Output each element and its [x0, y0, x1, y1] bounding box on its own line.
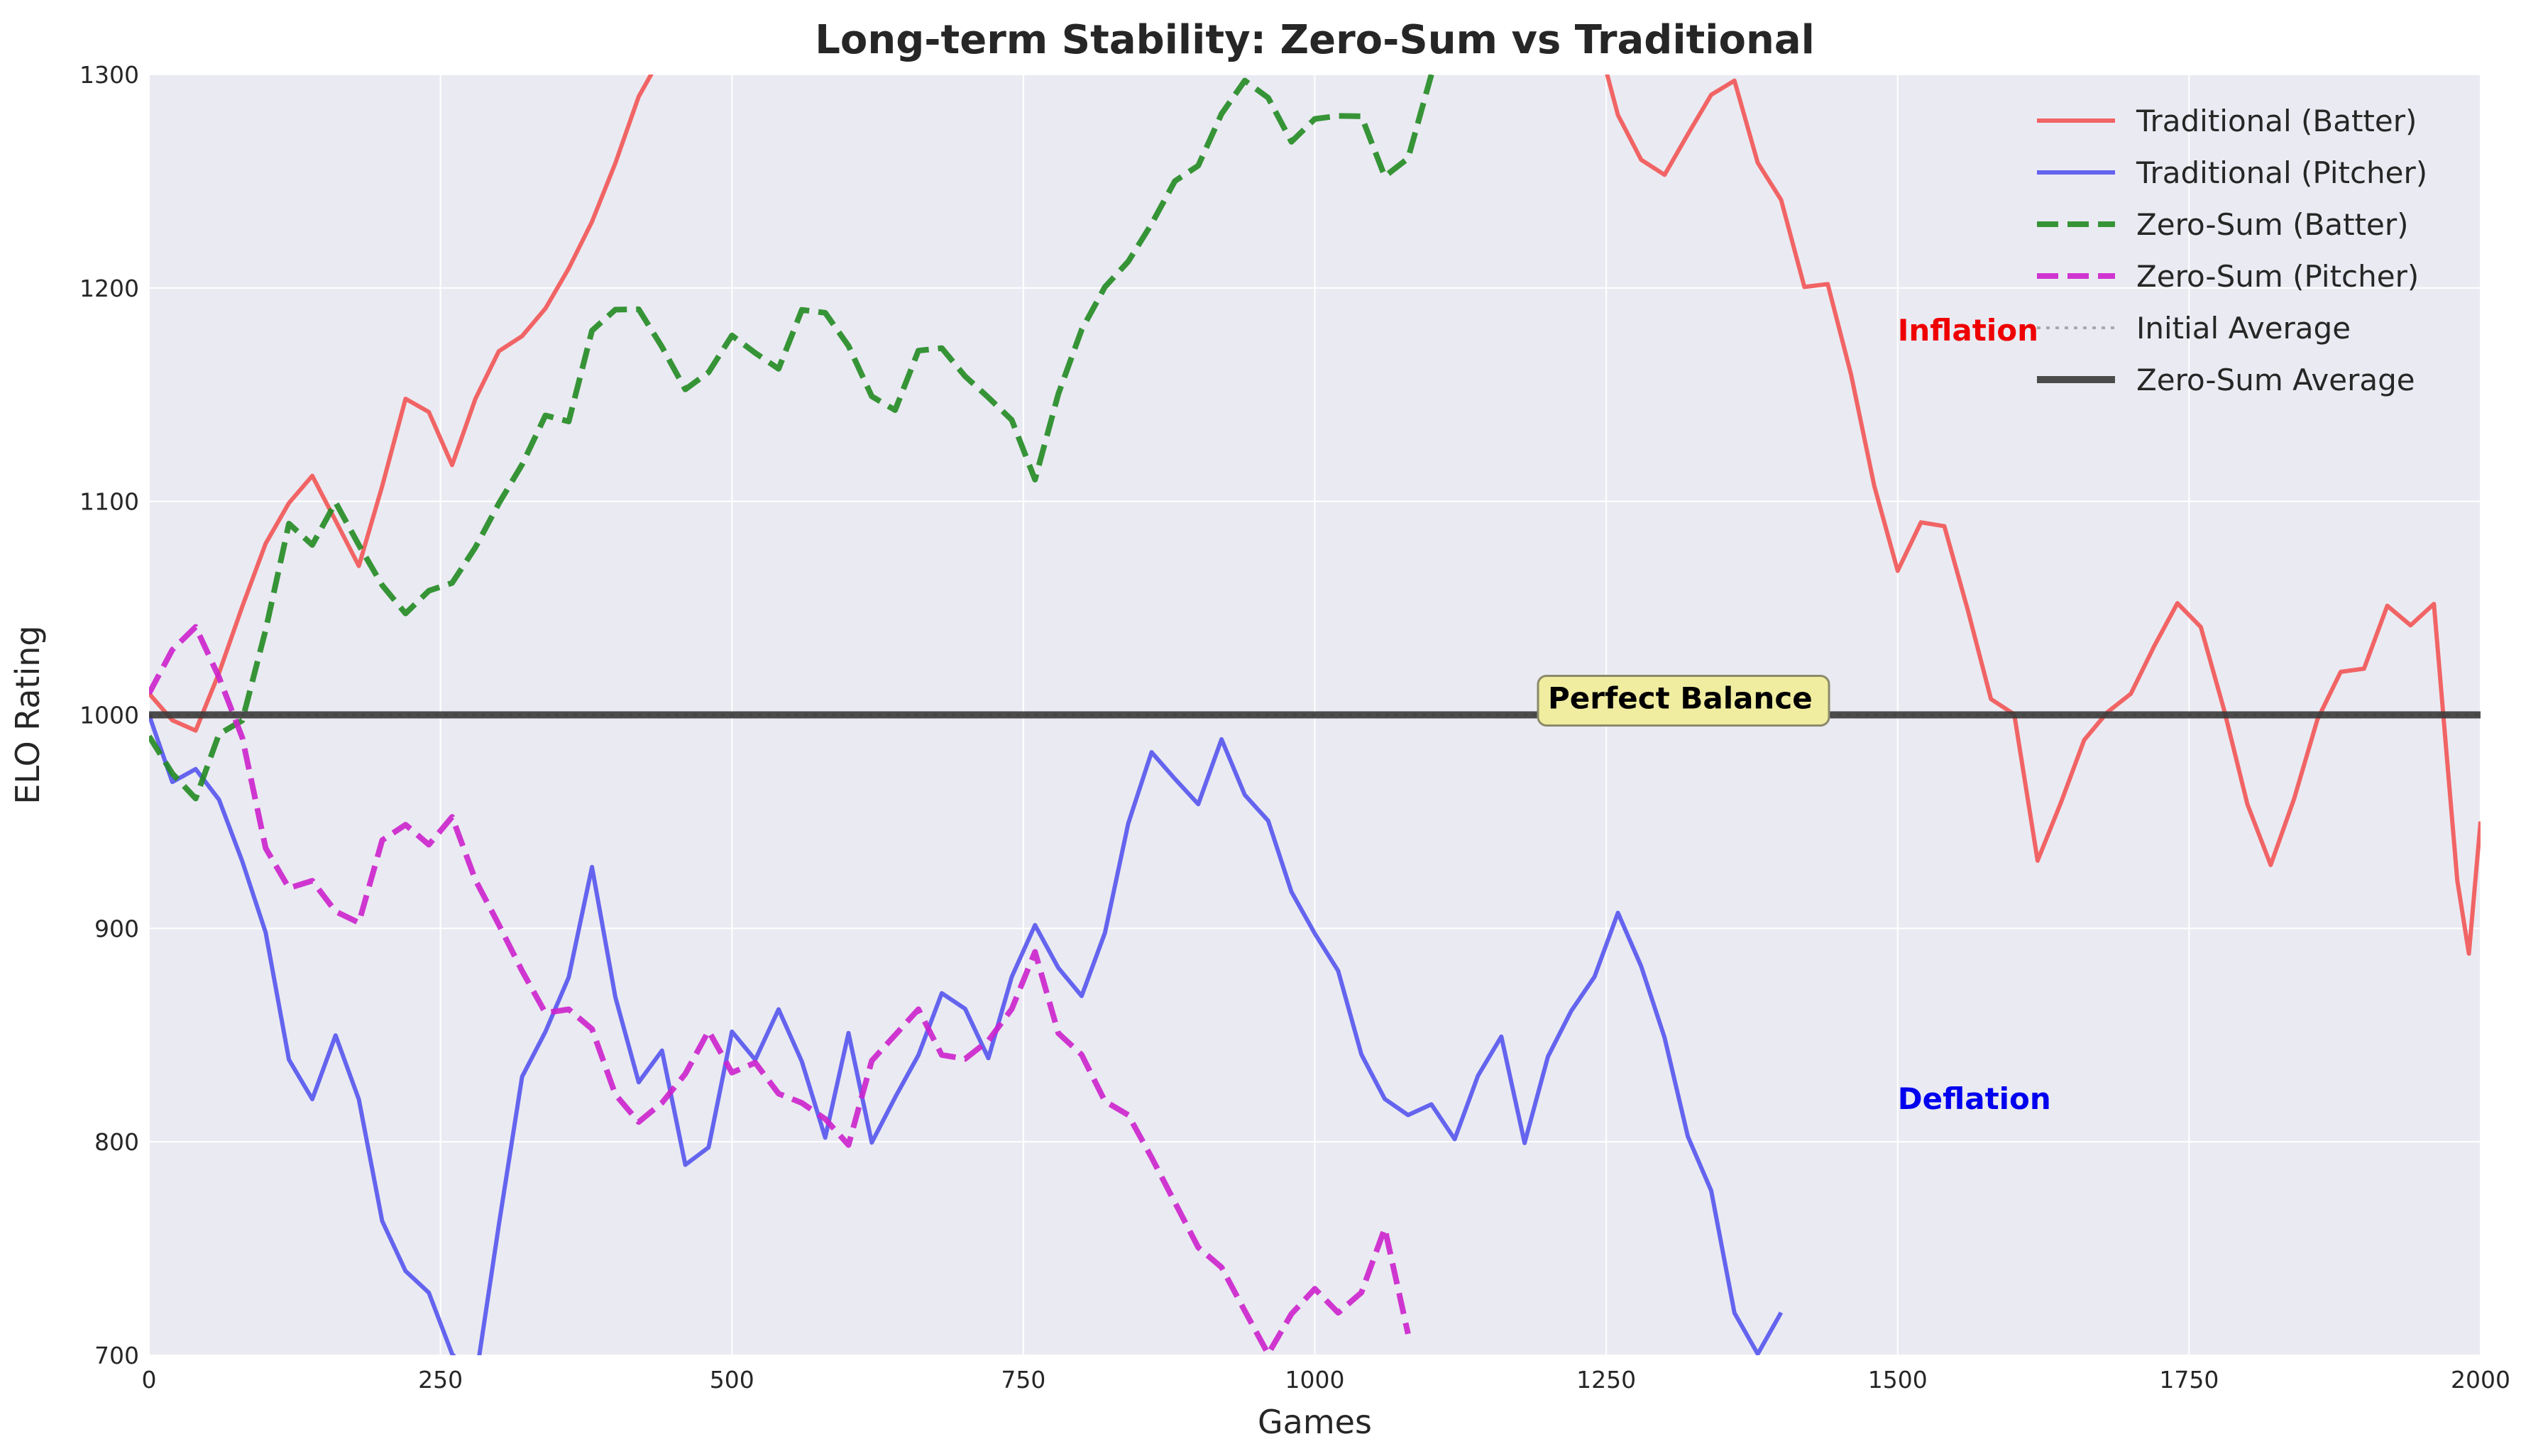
series-line-0 [149, 75, 2481, 956]
y-tick-label: 1200 [79, 275, 139, 302]
y-tick-label: 1000 [79, 702, 139, 729]
legend-label-1: Traditional (Pitcher) [2136, 155, 2427, 190]
y-tick-label: 800 [94, 1128, 139, 1156]
series-layer [149, 75, 2481, 1355]
y-tick-label: 1300 [79, 61, 139, 89]
annotation-deflation: Deflation [1898, 1081, 2051, 1116]
x-axis-label: Games [1258, 1403, 1372, 1441]
x-tick-label: 1250 [1576, 1366, 1636, 1394]
y-tick-label: 900 [94, 915, 139, 942]
chart-title: Long-term Stability: Zero-Sum vs Traditi… [815, 17, 1815, 63]
x-tick-label: 1000 [1285, 1366, 1345, 1394]
tick-labels: 0 250 500 750 1000 1250 1500 1750 2000 700 800 900 1… [79, 61, 2510, 1394]
legend-label-2: Zero-Sum (Batter) [2136, 207, 2409, 242]
series-line-2 [149, 75, 1434, 802]
y-tick-label: 1100 [79, 488, 139, 516]
perfect-balance-box [1537, 674, 1830, 727]
x-tick-label: 0 [142, 1366, 157, 1394]
series-line-1 [149, 714, 1784, 1355]
x-tick-label: 750 [1001, 1366, 1045, 1394]
x-tick-label: 500 [710, 1366, 754, 1394]
series-line-3 [149, 624, 1411, 1355]
legend: Traditional (Batter) Traditional (Pitcher… [2037, 104, 2427, 397]
legend-label-3: Zero-Sum (Pitcher) [2136, 259, 2419, 294]
perfect-balance-label: Perfect Balance [1548, 680, 1813, 715]
x-tick-label: 1500 [1868, 1366, 1928, 1394]
x-tick-label: 250 [418, 1366, 463, 1394]
annotation-inflation: Inflation [1898, 313, 2038, 348]
legend-label-5: Zero-Sum Average [2136, 363, 2415, 397]
x-tick-label: 1750 [2159, 1366, 2219, 1394]
y-axis-label: ELO Rating [9, 625, 47, 804]
y-tick-label: 700 [94, 1342, 139, 1369]
annotations: Inflation Deflation Perfect Balance [1537, 313, 2051, 1116]
legend-label-4: Initial Average [2136, 311, 2351, 346]
legend-label-0: Traditional (Batter) [2136, 104, 2417, 138]
x-tick-label: 2000 [2451, 1366, 2510, 1394]
